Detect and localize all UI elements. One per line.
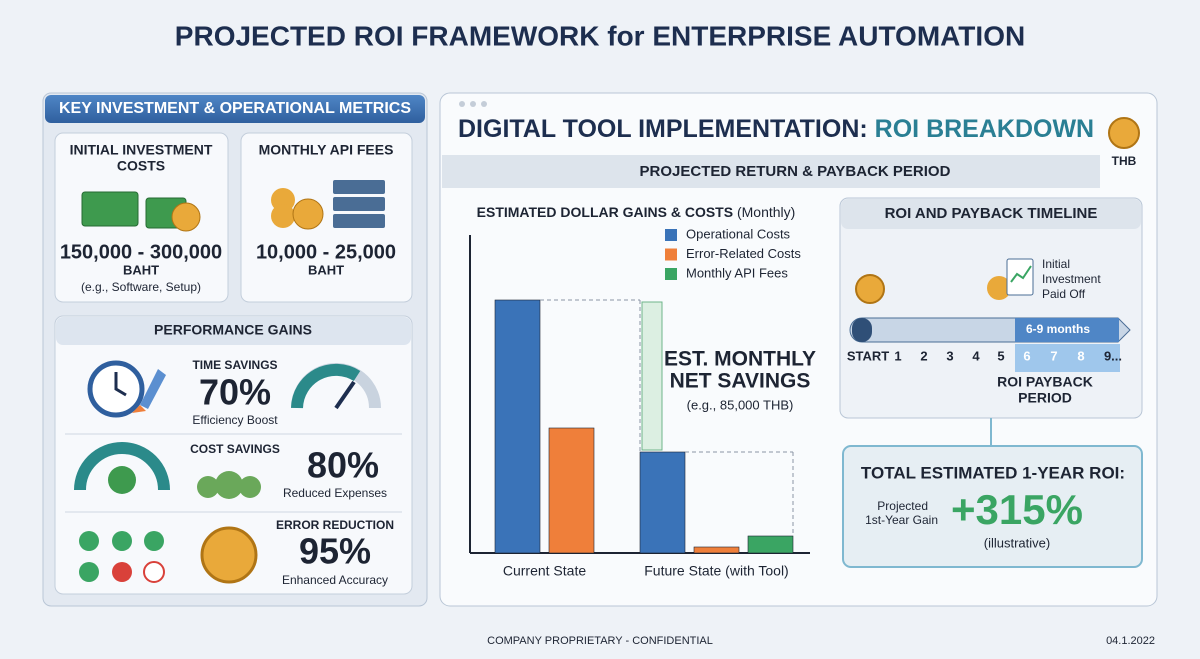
timeline-header xyxy=(841,199,1141,229)
period-highlight xyxy=(1015,344,1120,372)
annotation-line: NET SAVINGS xyxy=(670,370,811,393)
card-note: (e.g., Software, Setup) xyxy=(81,280,201,294)
roi-value: +315% xyxy=(951,486,1083,533)
step-label: 5 xyxy=(997,348,1004,363)
card-unit: BAHT xyxy=(123,262,159,277)
step-label: START xyxy=(847,348,889,363)
roi-card xyxy=(842,445,1143,568)
roi-note: (illustrative) xyxy=(984,535,1050,550)
gain-label: ERROR REDUCTION xyxy=(276,518,394,532)
milestone-text: Initial xyxy=(1042,257,1070,271)
badge: THB xyxy=(1112,154,1137,168)
title-a: DIGITAL TOOL IMPLEMENTATION: xyxy=(458,115,868,143)
card-unit: BAHT xyxy=(308,262,344,277)
gain-value: 95% xyxy=(299,531,371,572)
annotation-note: (e.g., 85,000 THB) xyxy=(687,397,794,412)
step-label: 3 xyxy=(946,348,953,363)
roi-label: Projected xyxy=(877,499,928,513)
step-label: 1 xyxy=(894,348,901,363)
performance-title: PERFORMANCE GAINS xyxy=(154,322,312,338)
legend-swatch xyxy=(665,248,677,261)
card-amount: 150,000 - 300,000 xyxy=(60,241,222,263)
bar xyxy=(693,546,740,554)
performance-header xyxy=(56,317,411,345)
chart-subtitle: (Monthly) xyxy=(737,204,795,220)
title-b: ROI BREAKDOWN xyxy=(875,115,1094,143)
panel-title: DIGITAL TOOL IMPLEMENTATION: ROI BREAKDO… xyxy=(458,115,1094,143)
gain-value: 70% xyxy=(199,372,271,413)
gain-label: TIME SAVINGS xyxy=(192,358,277,372)
legend-label: Error-Related Costs xyxy=(686,246,801,261)
gain-caption: Reduced Expenses xyxy=(283,486,387,500)
band-title: PROJECTED RETURN & PAYBACK PERIOD xyxy=(640,163,951,180)
range-label: 6-9 months xyxy=(1026,322,1090,336)
gain-caption: Efficiency Boost xyxy=(192,413,278,427)
step-label: 7 xyxy=(1050,348,1057,363)
card xyxy=(54,132,229,303)
bar xyxy=(494,299,541,554)
clock-rocket-icon xyxy=(87,360,166,418)
step-label: 8 xyxy=(1077,348,1084,363)
bar xyxy=(639,451,686,554)
step-label: 4 xyxy=(972,348,980,363)
roi-label: 1st-Year Gain xyxy=(865,513,938,527)
gain-label: COST SAVINGS xyxy=(190,442,280,456)
legend-label: Operational Costs xyxy=(686,226,791,241)
chart-title-main: ESTIMATED DOLLAR GAINS & COSTS xyxy=(477,204,733,220)
legend-swatch xyxy=(665,268,677,280)
gain-value: 80% xyxy=(307,445,379,486)
card xyxy=(240,132,413,303)
card-title: INITIAL INVESTMENT xyxy=(70,142,213,158)
step-label: 9... xyxy=(1104,348,1122,363)
timeline-highlight xyxy=(1015,318,1119,342)
x-tick-label: Future State (with Tool) xyxy=(644,563,788,579)
annotation-line: EST. MONTHLY xyxy=(664,348,816,371)
gauge-icon xyxy=(291,363,381,410)
timeline-title: ROI AND PAYBACK TIMELINE xyxy=(885,205,1098,222)
step-label: 2 xyxy=(920,348,927,363)
card-amount: 10,000 - 25,000 xyxy=(256,241,396,263)
footer-right: 04.1.2022 xyxy=(1106,635,1155,647)
chart-title: ESTIMATED DOLLAR GAINS & COSTS (Monthly) xyxy=(477,204,796,220)
bar-chart: Current State Future State (with Tool) Ope… xyxy=(469,226,810,579)
bar xyxy=(747,535,794,554)
milestone-text: Investment xyxy=(1042,272,1101,286)
timeline-card xyxy=(839,197,1143,419)
left-title: KEY INVESTMENT & OPERATIONAL METRICS xyxy=(59,100,411,117)
legend-swatch xyxy=(665,229,677,241)
coins-server-icon xyxy=(271,180,385,230)
period-label: PERIOD xyxy=(1018,390,1072,406)
gauge-money-icon xyxy=(74,442,261,499)
left-header xyxy=(45,95,425,123)
gain-caption: Enhanced Accuracy xyxy=(282,573,388,587)
footer-left: COMPANY PROPRIETARY - CONFIDENTIAL xyxy=(487,635,713,647)
band xyxy=(442,155,1100,188)
step-label: 6 xyxy=(1023,348,1030,363)
card-title: MONTHLY API FEES xyxy=(259,142,394,158)
check-icons xyxy=(79,526,258,584)
coin-icon xyxy=(1108,117,1140,149)
milestone-text: Paid Off xyxy=(1042,287,1086,301)
milestone-icons xyxy=(855,258,1034,304)
card-title: COSTS xyxy=(117,158,165,174)
page-title: PROJECTED ROI FRAMEWORK for ENTERPRISE A… xyxy=(175,20,1025,51)
timeline-steps: START 1 2 3 4 5 6 7 8 9... xyxy=(847,348,1122,363)
savings-bracket xyxy=(540,299,794,536)
roi-title: TOTAL ESTIMATED 1-YEAR ROI: xyxy=(861,463,1125,482)
bar xyxy=(548,427,595,554)
legend-label: Monthly API Fees xyxy=(686,265,788,280)
timeline-start xyxy=(852,318,872,342)
period-label: ROI PAYBACK xyxy=(997,374,1093,390)
x-tick-label: Current State xyxy=(503,563,586,579)
money-icon xyxy=(81,191,201,232)
window-dots xyxy=(459,101,487,107)
